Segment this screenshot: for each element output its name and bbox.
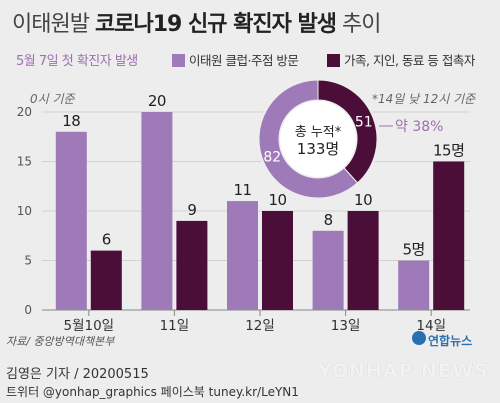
bar-club [141, 112, 173, 310]
chart-title: 이태원발 코로나19 신규 확진자 발생 추이 [12, 6, 382, 38]
legend-item-club: 이태원 클럽·주점 방문 [172, 50, 299, 69]
legend-label-club: 이태원 클럽·주점 방문 [189, 53, 299, 68]
x-tick-label: 12일 [245, 318, 275, 334]
unit-label: 0시 기준 [30, 92, 75, 106]
x-tick-label: 13일 [331, 318, 361, 334]
legend-item-contact: 가족, 지인, 동료 등 접촉자 [327, 50, 475, 69]
bar-value-label: 5명 [403, 241, 425, 259]
bar-value-label: 11 [233, 181, 251, 199]
source-note: 자료/ 중앙방역대책본부 [6, 335, 115, 348]
x-tick-label: 14일 [416, 318, 446, 334]
y-tick-label: 5 [24, 254, 32, 268]
bar-value-label: 18 [62, 112, 80, 130]
credit-line-2: 트위터 @yonhap_graphics 페이스북 tuney.kr/LeYN1 [6, 385, 299, 399]
donut-slice-label: 51 [355, 114, 373, 130]
donut-slice-club [258, 79, 359, 199]
bar-value-label: 10 [354, 191, 372, 209]
legend-swatch-club [172, 54, 185, 67]
title-suffix: 추이 [335, 12, 382, 37]
x-tick-label: 11일 [160, 318, 190, 334]
bar-value-label: 15명 [433, 142, 464, 160]
bar-contact [262, 211, 293, 310]
x-tick-label: 5월10일 [63, 318, 114, 334]
bar-value-label: 9 [187, 201, 196, 219]
bar-value-label: 6 [102, 231, 111, 249]
time-note: *14일 낮 12시 기준 [372, 92, 476, 106]
bar-value-label: 8 [324, 211, 333, 229]
bar-contact [347, 211, 379, 310]
bar-contact [90, 250, 122, 310]
bar-club [312, 230, 344, 310]
donut-total-value: 133명 [297, 140, 339, 158]
bar-club [227, 201, 258, 310]
bar-value-label: 20 [148, 92, 166, 110]
donut-callout-label: 약 38% [395, 119, 443, 135]
donut-hole [280, 101, 356, 177]
agency-name: 연합뉴스 [428, 334, 473, 348]
chart-subtitle: 5월 7일 첫 확진자 발생 [16, 54, 138, 69]
donut-slice-label: 82 [263, 150, 281, 166]
legend-label-contact: 가족, 지인, 동료 등 접촉자 [344, 53, 475, 68]
y-tick-label: 10 [17, 204, 32, 218]
bar-club [55, 131, 87, 310]
credit-line-1: 김영은 기자 / 20200515 [6, 367, 149, 382]
bar-contact [176, 220, 208, 310]
agency-logo-icon [412, 331, 426, 345]
bar-value-label: 10 [268, 191, 286, 209]
bar-contact [433, 161, 465, 310]
legend-swatch-contact [327, 54, 340, 67]
title-bold: 코로나19 신규 확진자 발생 [94, 12, 337, 37]
donut-total-label: 총 누적* [295, 125, 342, 140]
y-tick-label: 15 [17, 155, 32, 169]
bar-club [398, 260, 430, 310]
y-tick-label: 0 [24, 303, 32, 317]
y-tick-label: 20 [17, 105, 32, 119]
watermark: YONHAP NEWS [318, 360, 489, 382]
title-prefix: 이태원발 [12, 12, 95, 37]
